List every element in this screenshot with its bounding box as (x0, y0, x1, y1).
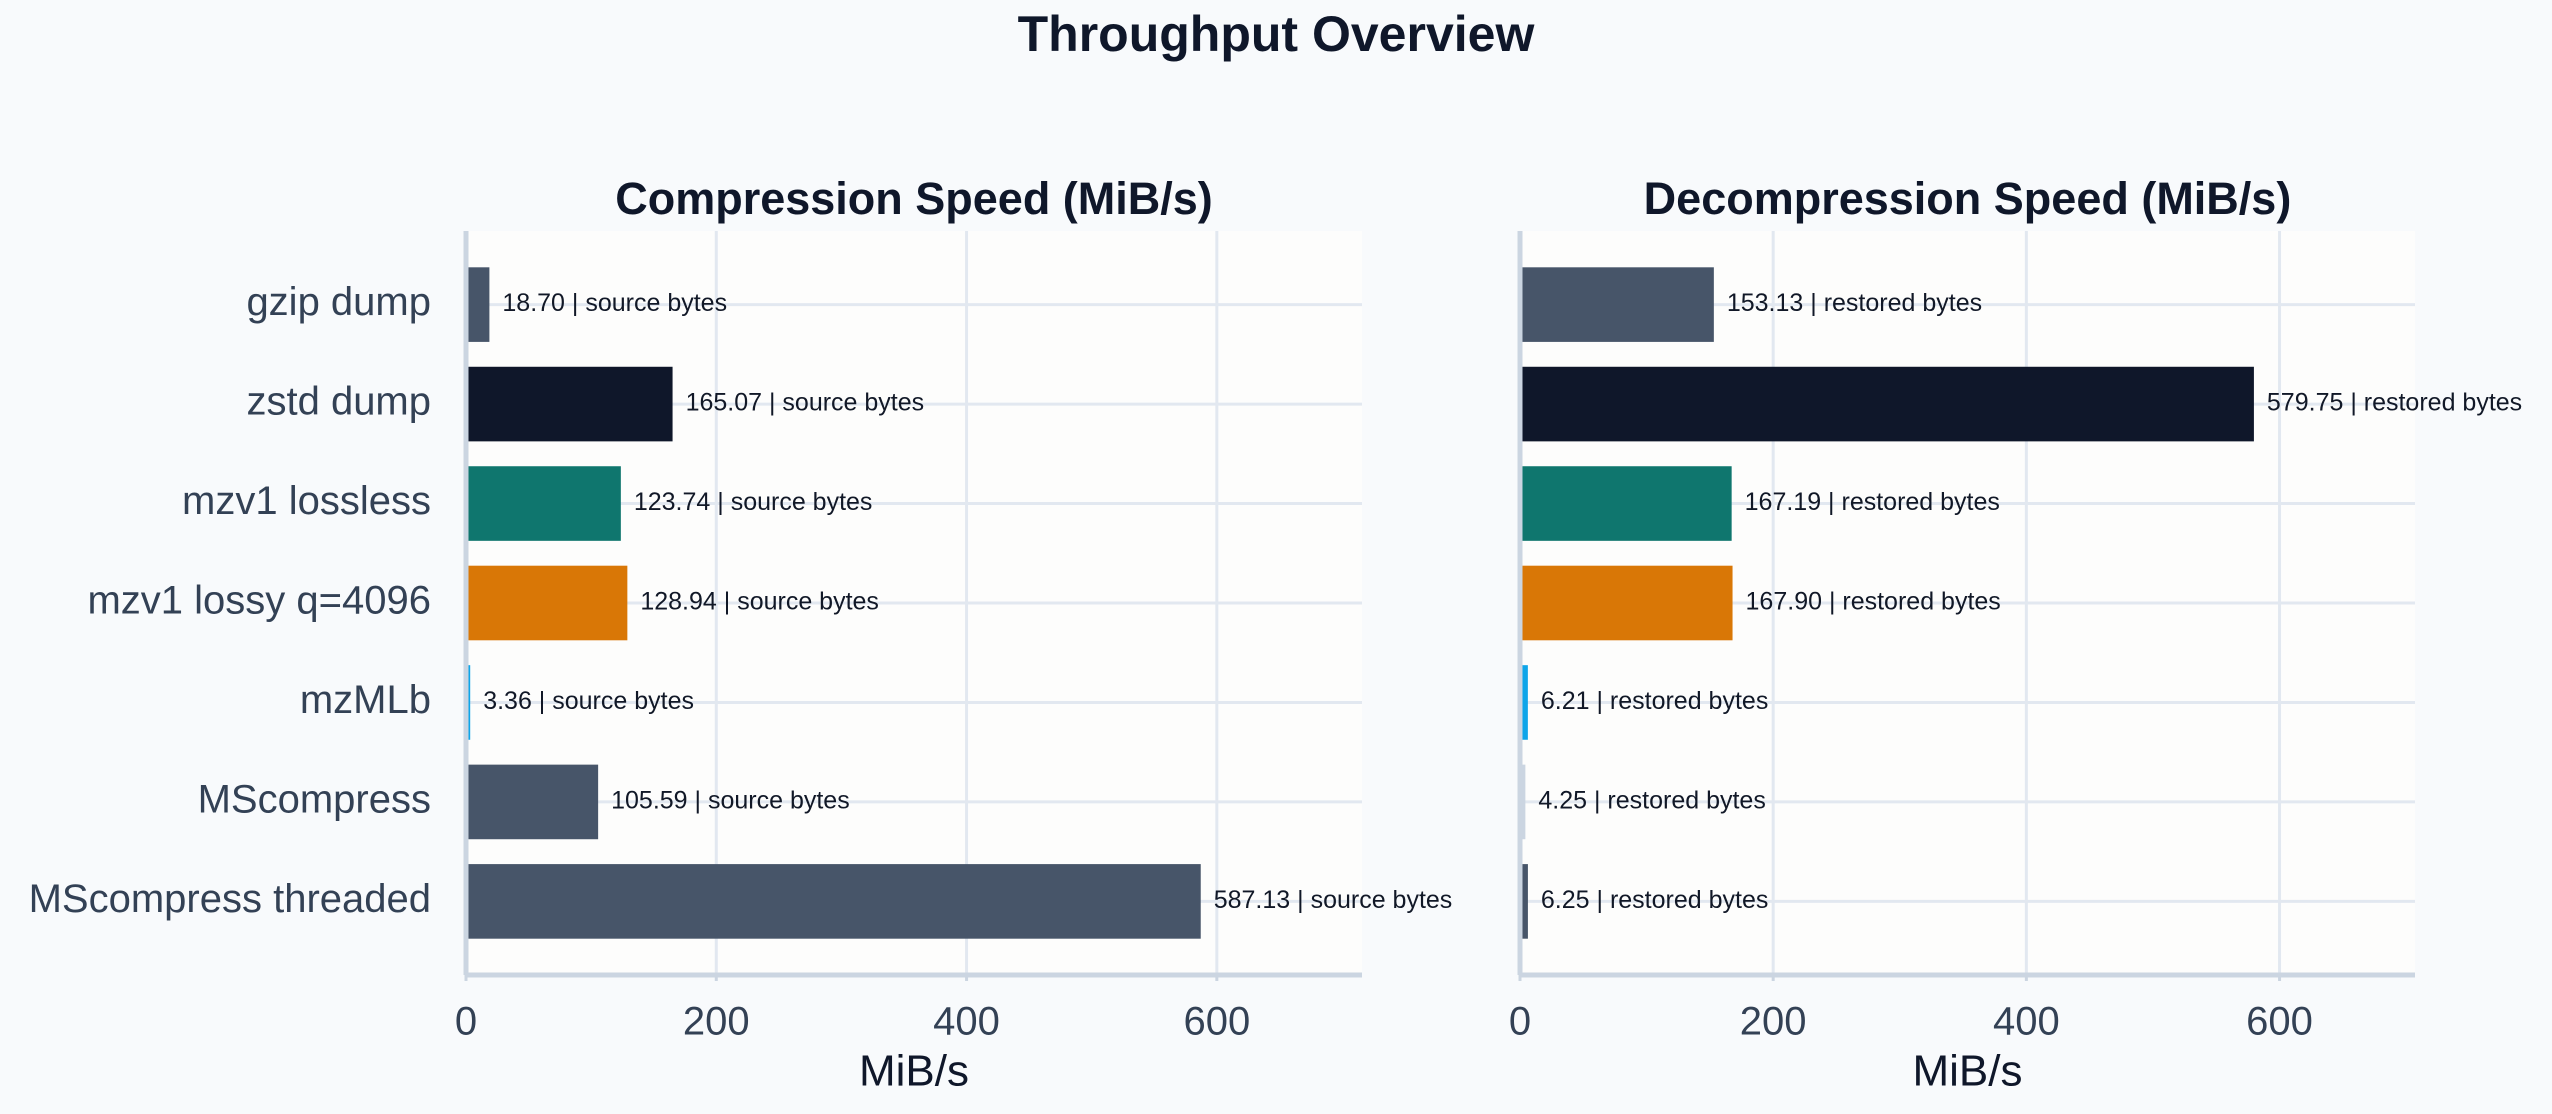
bar (1520, 665, 1528, 740)
value-label: 123.74 | source bytes (634, 488, 873, 516)
x-tick-label: 400 (1993, 1000, 2060, 1044)
value-label: 579.75 | restored bytes (2267, 389, 2522, 417)
x-tick-label: 0 (1509, 1000, 1531, 1044)
bar (466, 366, 673, 442)
x-tick-label: 200 (683, 1000, 750, 1044)
value-label: 4.25 | restored bytes (1538, 787, 1765, 815)
value-label: 165.07 | source bytes (686, 389, 925, 417)
x-axis-label: MiB/s (1913, 1047, 2023, 1096)
y-tick-label: MScompress (198, 777, 431, 821)
x-tick-label: 200 (1740, 1000, 1807, 1044)
bar (1520, 366, 2254, 442)
bar (1520, 466, 1732, 541)
y-tick-label: mzMLb (300, 678, 431, 722)
bar (1520, 764, 1526, 840)
value-label: 167.19 | restored bytes (1745, 488, 2000, 516)
value-label: 587.13 | source bytes (1214, 886, 1453, 914)
value-label: 6.25 | restored bytes (1541, 886, 1768, 914)
x-tick-label: 400 (933, 1000, 1000, 1044)
bar (1520, 565, 1733, 641)
bar (1520, 267, 1714, 342)
subplot-title: Decompression Speed (MiB/s) (1644, 173, 2292, 224)
value-label: 105.59 | source bytes (611, 787, 850, 815)
y-tick-label: mzv1 lossless (182, 479, 431, 523)
value-label: 167.90 | restored bytes (1746, 588, 2001, 616)
x-tick-label: 600 (2246, 1000, 2313, 1044)
bar (466, 864, 1201, 939)
x-axis-label: MiB/s (859, 1047, 969, 1096)
bar (466, 267, 490, 342)
x-tick-label: 0 (455, 1000, 477, 1044)
y-tick-label: gzip dump (246, 280, 431, 324)
bar (466, 466, 621, 541)
x-tick-label: 600 (1183, 1000, 1250, 1044)
value-label: 18.70 | source bytes (502, 289, 727, 317)
bar (466, 764, 599, 840)
value-label: 6.21 | restored bytes (1541, 687, 1768, 715)
value-label: 128.94 | source bytes (640, 588, 879, 616)
bar (1520, 864, 1528, 939)
value-label: 3.36 | source bytes (483, 687, 694, 715)
bar (466, 565, 628, 641)
value-label: 153.13 | restored bytes (1727, 289, 1982, 317)
y-tick-label: mzv1 lossy q=4096 (87, 579, 431, 623)
subplot-title: Compression Speed (MiB/s) (615, 173, 1213, 224)
y-tick-label: MScompress threaded (29, 877, 431, 921)
chart-title: Throughput Overview (1018, 6, 1535, 62)
y-tick-label: zstd dump (246, 380, 431, 424)
